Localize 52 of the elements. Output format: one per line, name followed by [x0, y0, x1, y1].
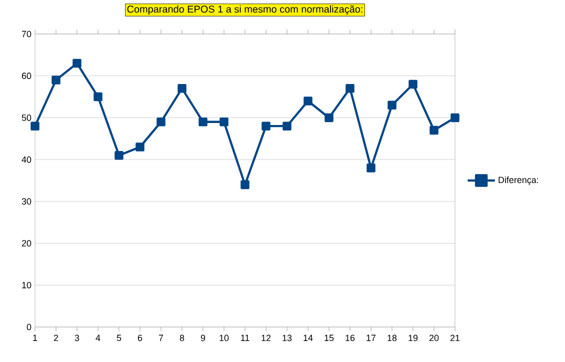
- point: [262, 122, 270, 130]
- point: [450, 113, 460, 122]
- x-tick-label: 5: [116, 334, 122, 342]
- x-tick-label: 6: [138, 334, 142, 342]
- point: [388, 100, 396, 110]
- point: [304, 96, 312, 106]
- y-tick-label: 20: [22, 240, 32, 246]
- legend-label: Diferença:: [498, 176, 538, 185]
- point: [156, 118, 166, 126]
- x-tick-label: 2: [54, 334, 58, 342]
- x-tick-label: 12: [262, 334, 271, 342]
- point: [30, 122, 40, 130]
- x-tick-label: 20: [429, 334, 439, 342]
- x-tick-label: 7: [158, 334, 164, 341]
- x-tick-label: 15: [324, 334, 334, 342]
- y-tick-label: 30: [22, 198, 32, 205]
- y-tick-label: 0: [26, 324, 32, 330]
- point: [430, 126, 438, 135]
- y-tick-label: 10: [22, 282, 32, 288]
- point: [198, 118, 208, 126]
- x-tick-label: 10: [220, 334, 229, 342]
- x-tick-label: 17: [366, 334, 376, 341]
- point: [114, 151, 124, 160]
- point: [220, 118, 228, 126]
- point: [72, 58, 82, 68]
- x-tick-label: 9: [200, 334, 206, 342]
- x-tick-label: 11: [241, 334, 250, 341]
- point: [282, 122, 292, 130]
- x-tick-label: 3: [74, 334, 80, 342]
- point: [240, 180, 250, 190]
- y-tick-label: 60: [22, 72, 32, 80]
- point: [346, 84, 354, 93]
- x-tick-label: 16: [346, 334, 355, 342]
- x-tick-label: 14: [304, 334, 313, 341]
- chart-title: Comparando EPOS 1 a si mesmo com normalização:: [127, 5, 362, 15]
- x-tick-label: 8: [180, 334, 184, 342]
- x-tick-label: 1: [33, 334, 38, 341]
- point: [52, 76, 60, 84]
- point: [324, 113, 334, 122]
- x-tick-label: 4: [96, 334, 100, 341]
- x-tick-label: 13: [282, 334, 292, 342]
- x-tick-label: 21: [450, 334, 460, 342]
- point: [178, 84, 186, 93]
- point: [408, 80, 418, 89]
- point: [94, 92, 102, 102]
- point: [136, 142, 144, 152]
- y-tick-label: 70: [22, 30, 32, 38]
- x-tick-label: 18: [388, 334, 397, 342]
- x-tick-label: 19: [408, 334, 418, 342]
- y-tick-label: 50: [22, 114, 32, 121]
- point: [366, 164, 376, 172]
- y-tick-label: 40: [22, 156, 32, 163]
